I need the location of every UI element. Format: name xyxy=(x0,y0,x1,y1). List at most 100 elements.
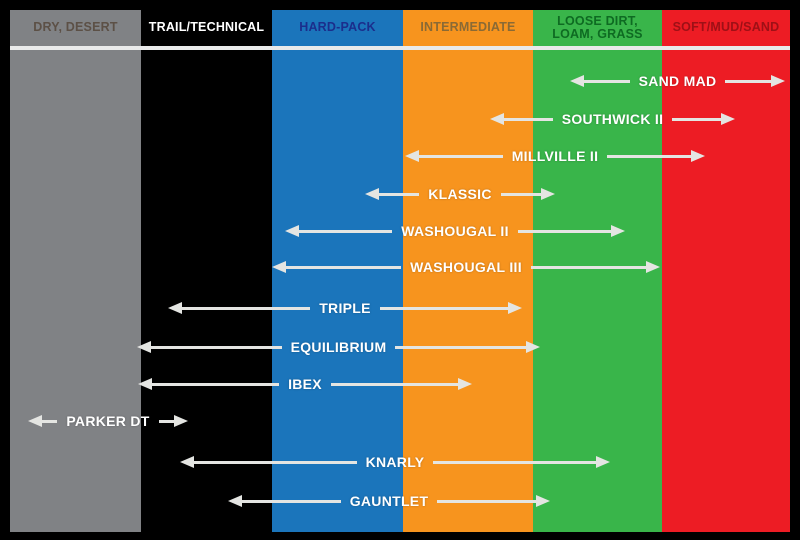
arrow-right-icon xyxy=(611,225,626,237)
range-line-right xyxy=(379,306,509,310)
model-name-label: SAND MAD xyxy=(638,73,717,89)
range-arrow-left xyxy=(405,145,503,167)
terrain-column-body xyxy=(272,50,403,532)
range-arrow-left xyxy=(285,220,393,242)
arrow-left-icon xyxy=(570,75,584,87)
terrain-column-body xyxy=(10,50,141,532)
model-range-row[interactable]: WASHOUGAL III xyxy=(272,256,661,278)
terrain-column-4[interactable]: LOOSE DIRT, LOAM, GRASS xyxy=(533,10,662,532)
range-line-left xyxy=(298,229,393,233)
terrain-column-2[interactable]: HARD-PACK xyxy=(272,10,403,532)
model-name-label: SOUTHWICK II xyxy=(561,111,664,127)
terrain-column-body xyxy=(533,50,662,532)
range-arrow-right xyxy=(607,145,705,167)
arrow-right-icon xyxy=(536,495,550,507)
range-arrow-left xyxy=(138,373,280,395)
model-name-label: MILLVILLE II xyxy=(511,148,599,164)
range-line-right xyxy=(330,382,460,386)
range-arrow-right xyxy=(395,336,541,358)
model-range-row[interactable]: GAUNTLET xyxy=(228,490,550,512)
model-name-label: KLASSIC xyxy=(428,186,492,202)
range-arrow-left xyxy=(168,297,311,319)
terrain-column-header: SOFT/MUD/SAND xyxy=(662,10,790,46)
arrow-left-icon xyxy=(28,415,42,427)
range-line-left xyxy=(151,382,280,386)
model-range-row[interactable]: SAND MAD xyxy=(570,70,785,92)
model-range-row[interactable]: PARKER DT xyxy=(28,410,188,432)
arrow-right-icon xyxy=(526,341,541,353)
terrain-column-header: DRY, DESERT xyxy=(10,10,141,46)
arrow-right-icon xyxy=(771,75,785,87)
range-line-right xyxy=(672,117,722,121)
arrow-left-icon xyxy=(168,302,182,314)
range-arrow-left xyxy=(228,490,341,512)
terrain-column-header: HARD-PACK xyxy=(272,10,403,46)
range-line-left xyxy=(378,192,420,196)
arrow-right-icon xyxy=(508,302,522,314)
arrow-right-icon xyxy=(458,378,473,390)
terrain-column-header: INTERMEDIATE xyxy=(403,10,533,46)
range-arrow-left xyxy=(272,256,402,278)
arrow-left-icon xyxy=(228,495,242,507)
terrain-column-0[interactable]: DRY, DESERT xyxy=(10,10,141,532)
range-line-left xyxy=(241,499,341,503)
header-divider xyxy=(10,46,141,50)
range-line-left xyxy=(285,265,402,269)
arrow-right-icon xyxy=(174,415,188,427)
terrain-column-1[interactable]: TRAIL/TECHNICAL xyxy=(141,10,272,532)
range-line-right xyxy=(395,345,528,349)
terrain-column-header: TRAIL/TECHNICAL xyxy=(141,10,272,46)
arrow-right-icon xyxy=(541,188,555,200)
arrow-left-icon xyxy=(138,378,152,390)
range-arrow-right xyxy=(530,256,661,278)
range-line-right xyxy=(158,419,175,423)
terrain-column-header: LOOSE DIRT, LOAM, GRASS xyxy=(533,10,662,46)
terrain-column-body xyxy=(403,50,533,532)
model-name-label: IBEX xyxy=(288,376,322,392)
terrain-column-body xyxy=(141,50,272,532)
range-arrow-right xyxy=(672,108,735,130)
arrow-left-icon xyxy=(180,456,194,468)
model-name-label: KNARLY xyxy=(365,454,425,470)
model-range-row[interactable]: IBEX xyxy=(138,373,473,395)
range-arrow-right xyxy=(725,70,785,92)
range-arrow-right xyxy=(500,183,555,205)
range-line-left xyxy=(150,345,282,349)
range-line-right xyxy=(437,499,537,503)
arrow-left-icon xyxy=(490,113,504,125)
header-divider xyxy=(403,46,533,50)
range-line-right xyxy=(725,79,772,83)
arrow-right-icon xyxy=(691,150,705,162)
model-range-row[interactable]: SOUTHWICK II xyxy=(490,108,735,130)
model-range-row[interactable]: EQUILIBRIUM xyxy=(137,336,541,358)
arrow-right-icon xyxy=(721,113,735,125)
range-arrow-right xyxy=(379,297,522,319)
header-divider xyxy=(272,46,403,50)
arrow-left-icon xyxy=(272,261,286,273)
range-arrow-left xyxy=(365,183,420,205)
model-range-row[interactable]: TRIPLE xyxy=(168,297,522,319)
model-range-row[interactable]: KLASSIC xyxy=(365,183,555,205)
range-arrow-left xyxy=(570,70,630,92)
range-arrow-left xyxy=(180,451,357,473)
model-name-label: WASHOUGAL II xyxy=(401,223,509,239)
arrow-left-icon xyxy=(365,188,379,200)
model-range-row[interactable]: WASHOUGAL II xyxy=(285,220,626,242)
arrow-left-icon xyxy=(137,341,151,353)
range-line-left xyxy=(181,306,311,310)
range-line-right xyxy=(530,265,648,269)
terrain-column-5[interactable]: SOFT/MUD/SAND xyxy=(662,10,790,532)
range-line-right xyxy=(433,460,598,464)
range-arrow-right xyxy=(433,451,611,473)
header-divider xyxy=(533,46,662,50)
arrow-left-icon xyxy=(405,150,419,162)
header-divider xyxy=(662,46,790,50)
model-range-row[interactable]: MILLVILLE II xyxy=(405,145,705,167)
model-range-row[interactable]: KNARLY xyxy=(180,451,611,473)
range-line-left xyxy=(193,460,357,464)
model-name-label: GAUNTLET xyxy=(349,493,429,509)
range-line-right xyxy=(607,154,692,158)
terrain-column-3[interactable]: INTERMEDIATE xyxy=(403,10,533,532)
header-divider xyxy=(141,46,272,50)
